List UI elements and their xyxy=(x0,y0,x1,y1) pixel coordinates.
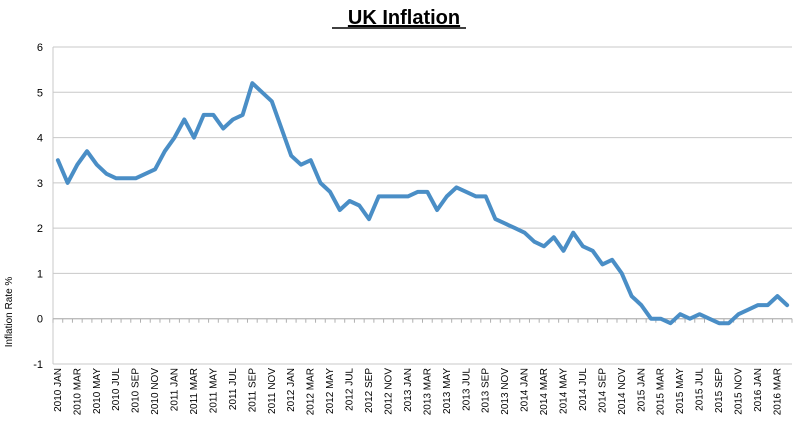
x-tick-label: 2010 JAN xyxy=(53,368,64,412)
x-tick-label: 2011 MAR xyxy=(189,368,200,415)
x-tick-label: 2010 MAR xyxy=(72,368,83,415)
x-tick-label: 2011 JUL xyxy=(228,368,239,411)
y-tick-label: 3 xyxy=(37,178,43,190)
x-tick-label: 2011 NOV xyxy=(267,368,278,414)
x-tick-label: 2012 MAR xyxy=(306,368,317,415)
x-tick-label: 2014 MAR xyxy=(539,368,550,415)
x-tick-label: 2016 MAR xyxy=(772,368,783,415)
y-tick-label: -1 xyxy=(33,359,43,371)
y-tick-label: 1 xyxy=(37,268,43,280)
x-tick-label: 2014 MAY xyxy=(558,368,569,414)
x-tick-label: 2013 JAN xyxy=(403,368,414,412)
x-tick-label: 2012 SEP xyxy=(364,368,375,413)
x-tick-label: 2010 SEP xyxy=(131,368,142,413)
y-tick-label: 0 xyxy=(37,314,43,326)
y-axis-ticks: -1 0 1 2 3 4 5 6 xyxy=(33,42,43,371)
y-tick-label: 5 xyxy=(37,87,43,99)
series-layer xyxy=(55,81,790,326)
x-tick-label: 2015 JUL xyxy=(695,368,706,411)
x-tick-label: 2014 JAN xyxy=(520,368,531,412)
x-tick-label: 2011 SEP xyxy=(247,368,258,413)
y-tick-label: 2 xyxy=(37,223,43,235)
x-tick-label: 2016 JAN xyxy=(753,368,764,412)
x-tick-label: 2012 JAN xyxy=(286,368,297,412)
x-tick-label: 2015 SEP xyxy=(714,368,725,413)
x-tick-label: 2014 SEP xyxy=(597,368,608,413)
x-tick-label: 2013 JUL xyxy=(461,368,472,411)
x-tick-label: 2010 MAY xyxy=(92,368,103,414)
y-tick-label: 4 xyxy=(37,133,43,145)
x-axis-tick-labels: 2010 JAN 2010 MAR 2010 MAY 2010 JUL 2010 SEP… xyxy=(53,368,784,416)
x-tick-label: 2012 MAY xyxy=(325,368,336,414)
x-tick-label: 2010 JUL xyxy=(111,368,122,411)
x-tick-label: 2013 NOV xyxy=(500,368,511,415)
x-tick-label: 2010 NOV xyxy=(150,368,161,415)
x-tick-label: 2011 MAY xyxy=(208,368,219,414)
x-tick-label: 2015 NOV xyxy=(734,368,745,415)
x-tick-label: 2013 SEP xyxy=(481,368,492,413)
x-tick-label: 2013 MAY xyxy=(442,368,453,414)
x-tick-label: 2012 NOV xyxy=(383,368,394,415)
x-tick-label: 2014 JUL xyxy=(578,368,589,411)
x-tick-label: 2015 MAY xyxy=(675,368,686,414)
x-tick-label: 2011 JAN xyxy=(170,368,181,411)
y-axis-label: Inflation Rate % xyxy=(4,277,15,348)
x-tick-label: 2013 MAR xyxy=(422,368,433,415)
x-tick-label: 2012 JUL xyxy=(345,368,356,411)
x-tick-label: 2015 JAN xyxy=(636,368,647,412)
series-line xyxy=(55,81,790,326)
x-tick-label: 2014 NOV xyxy=(617,368,628,415)
x-tick-label: 2015 MAR xyxy=(656,368,667,415)
y-tick-label: 6 xyxy=(37,42,43,54)
chart-title: UK Inflation xyxy=(348,7,460,29)
